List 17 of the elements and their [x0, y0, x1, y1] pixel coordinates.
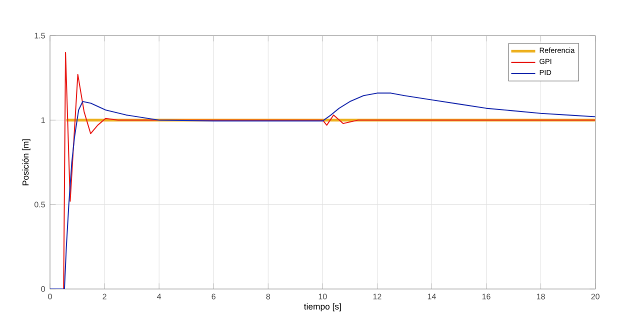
- y-tick-label: 0: [41, 286, 45, 292]
- x-tick-label: 18: [536, 294, 545, 300]
- y-tick-label: 0.5: [34, 202, 45, 208]
- x-tick-label: 4: [157, 294, 162, 300]
- y-axis-title: Posición [m]: [22, 139, 30, 186]
- x-tick-label: 8: [266, 294, 270, 300]
- x-tick-label: 2: [102, 294, 106, 300]
- y-tick-label: 1: [41, 117, 45, 123]
- x-tick-label: 20: [591, 294, 600, 300]
- x-tick-label: 14: [428, 294, 436, 300]
- x-tick-label: 10: [318, 294, 327, 300]
- y-tick-label: 1.5: [34, 32, 45, 38]
- x-tick-label: 12: [373, 294, 382, 300]
- x-axis-title: tiempo [s]: [304, 303, 341, 312]
- x-tick-label: 0: [48, 294, 52, 300]
- x-tick-label: 6: [212, 294, 216, 300]
- x-tick-label: 16: [482, 294, 490, 300]
